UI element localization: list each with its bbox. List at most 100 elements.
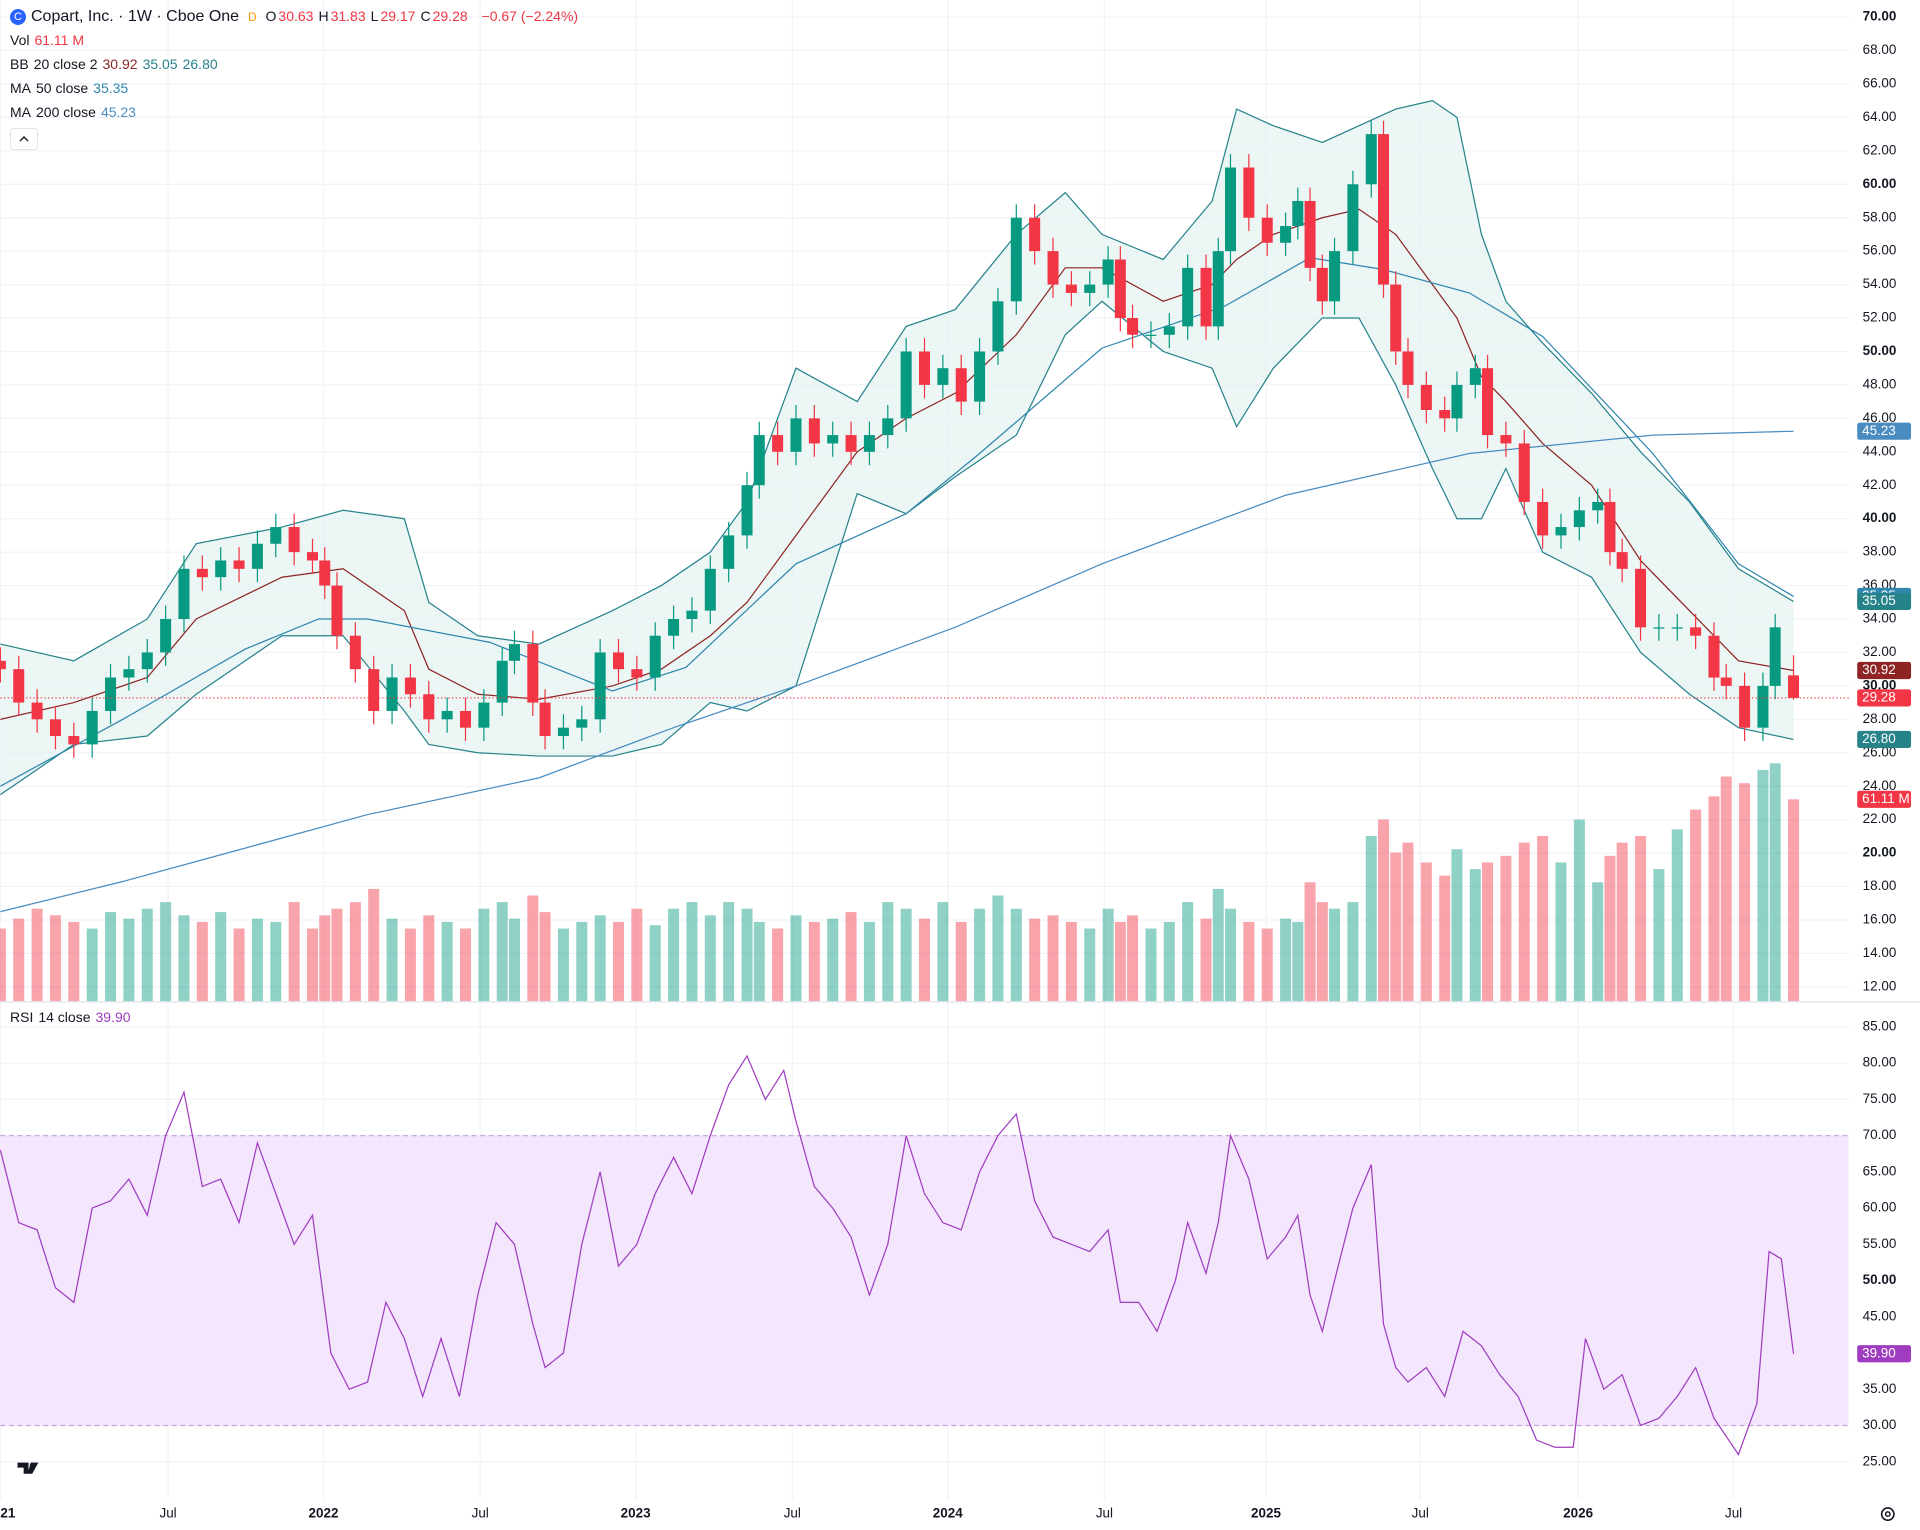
candle-body <box>1653 627 1665 629</box>
legend-main: C Copart, Inc. · 1W · Cboe One D O 30.63 H 3… <box>10 4 583 29</box>
vol-name: Vol <box>10 32 30 48</box>
volume-bar <box>386 918 398 1002</box>
volume-bar <box>1200 918 1212 1002</box>
bb-value: 35.05 <box>142 56 178 72</box>
volume-bar <box>288 902 300 1002</box>
candle-body <box>1720 677 1732 686</box>
candle-body <box>918 351 931 385</box>
ohlc-value: 31.83 <box>330 8 366 24</box>
volume-bar <box>1261 928 1273 1002</box>
y-tick-label: 70.00 <box>1863 1127 1897 1142</box>
candle-body <box>508 644 520 661</box>
candle-body <box>1769 627 1781 686</box>
candle-body <box>1182 267 1194 327</box>
candle-body <box>141 652 153 670</box>
ohlc-value: 29.28 <box>432 8 468 24</box>
candle-body <box>1439 409 1451 419</box>
volume-bar <box>539 912 551 1002</box>
volume-bar <box>233 928 245 1002</box>
settings-icon[interactable] <box>1880 1507 1895 1522</box>
candle-body <box>1757 685 1769 728</box>
volume-bar <box>1127 915 1139 1002</box>
rsi-params: 14 close <box>38 1009 91 1025</box>
y-tick-label: 60.00 <box>1863 176 1897 191</box>
volume-bar <box>319 915 331 1002</box>
ma-name: MA <box>10 80 31 96</box>
bb-value: 26.80 <box>182 56 218 72</box>
volume-bar <box>1653 869 1665 1002</box>
candle-body <box>649 635 661 678</box>
volume-bar <box>1788 799 1800 1002</box>
axis-badge <box>1857 689 1912 707</box>
candle-body <box>404 677 416 695</box>
y-tick-label: 14.00 <box>1863 945 1897 960</box>
candle-body <box>1788 675 1800 698</box>
volume-bar <box>1500 855 1512 1002</box>
collapse-button[interactable] <box>10 128 38 150</box>
candle-body <box>808 418 820 444</box>
candle-body <box>1537 501 1549 536</box>
volume-bar <box>1347 902 1359 1002</box>
volume-bar <box>68 921 80 1002</box>
volume-bar <box>331 908 343 1002</box>
candle-body <box>459 710 472 728</box>
candle-body <box>1604 501 1616 553</box>
volume-bar <box>612 921 625 1002</box>
candle-body <box>772 435 784 452</box>
volume-bar <box>1402 842 1414 1002</box>
volume-bar <box>1010 908 1022 1002</box>
x-tick-label: 2022 <box>309 1506 339 1521</box>
candle-body <box>288 527 300 553</box>
x-tick-label: Jul <box>1412 1506 1429 1521</box>
candle-body <box>331 585 343 636</box>
candle-body <box>668 618 680 636</box>
ohlc-value: 30.63 <box>278 8 314 24</box>
volume-bar <box>974 908 986 1002</box>
candle-body <box>1010 217 1022 302</box>
volume-bar <box>1145 928 1157 1002</box>
candle-body <box>1084 284 1096 293</box>
volume-bar <box>527 895 539 1002</box>
ohlc: O 30.63 H 31.83 L 29.17 C 29.28 <box>266 8 473 24</box>
candle-body <box>1377 134 1390 285</box>
volume-bar <box>141 908 153 1002</box>
y-tick-label: 48.00 <box>1863 376 1897 391</box>
ohlc-key: L <box>370 8 379 24</box>
candle-body <box>741 485 753 536</box>
volume-bar <box>576 921 588 1002</box>
axis-badge <box>1857 592 1912 611</box>
y-tick-label: 58.00 <box>1863 209 1897 224</box>
volume-bar <box>808 921 820 1002</box>
y-tick-label: 12.00 <box>1863 978 1897 993</box>
y-tick-label: 50.00 <box>1863 1272 1897 1287</box>
volume-bar <box>1451 849 1463 1002</box>
x-tick-label: 2026 <box>1563 1506 1593 1521</box>
y-tick-label: 28.00 <box>1863 711 1897 726</box>
axis-badge-label: 29.28 <box>1862 689 1896 704</box>
candle-body <box>1163 326 1175 335</box>
volume-bar <box>992 895 1004 1002</box>
candle-body <box>270 527 282 544</box>
bb-value: 30.92 <box>102 56 138 72</box>
candle-body <box>1390 284 1402 352</box>
symbol-title: Copart, Inc. · 1W · Cboe One <box>31 8 240 25</box>
candle-body <box>1065 284 1077 293</box>
candle-body <box>1329 251 1341 302</box>
volume-bar <box>863 921 875 1002</box>
volume-bar <box>1573 819 1585 1002</box>
x-tick-label: 2021 <box>0 1506 16 1521</box>
ma-params: 50 close <box>36 80 89 96</box>
candle-body <box>1029 217 1041 252</box>
volume-bar <box>86 928 98 1002</box>
volume-bar <box>827 918 839 1002</box>
y-tick-label: 64.00 <box>1863 109 1897 124</box>
ohlc-key: H <box>318 8 329 24</box>
y-tick-label: 30.00 <box>1863 677 1897 692</box>
y-tick-label: 20.00 <box>1863 845 1897 860</box>
volume-bar <box>1029 918 1041 1002</box>
x-tick-label: 2023 <box>621 1506 651 1521</box>
volume-bar <box>1555 862 1567 1002</box>
candle-body <box>753 435 765 486</box>
y-tick-label: 26.00 <box>1863 744 1897 759</box>
